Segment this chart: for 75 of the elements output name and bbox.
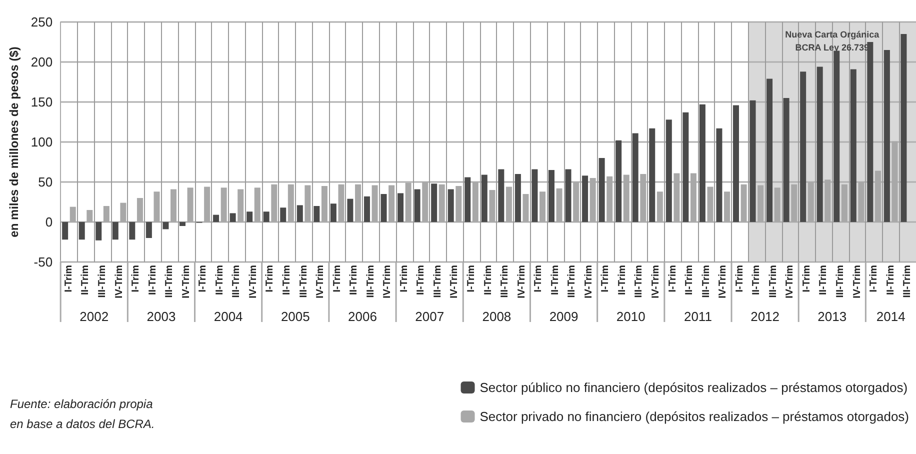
x-tick-label: III-Trim bbox=[97, 264, 108, 298]
y-tick-label: 250 bbox=[30, 14, 53, 30]
x-tick-label: IV-Trim bbox=[180, 264, 192, 298]
y-axis-title: en miles de millones de pesos ($) bbox=[7, 46, 21, 238]
x-tick-label: I-Trim bbox=[600, 264, 612, 292]
x-tick-label: III-Trim bbox=[164, 264, 176, 298]
x-tick-label: II-Trim bbox=[616, 264, 628, 296]
x-tick-label: IV-Trim bbox=[718, 264, 729, 298]
x-tick-label: I-Trim bbox=[398, 264, 410, 292]
y-tick-label: 0 bbox=[45, 214, 53, 230]
text: 2011 bbox=[684, 309, 712, 324]
x-tick-label: I-Trim bbox=[868, 264, 880, 292]
x-tick-label: IV-Trim bbox=[248, 264, 259, 298]
text: 2002 bbox=[80, 309, 109, 324]
x-tick-label: III-Trim bbox=[500, 264, 511, 298]
text: 2010 bbox=[616, 309, 646, 324]
x-tick-label: II-Trim bbox=[684, 264, 696, 296]
text: 2004 bbox=[214, 309, 243, 324]
x-tick-label: IV-Trim bbox=[382, 264, 394, 298]
y-tick-label: -50 bbox=[34, 254, 53, 270]
x-tick-label: I-Trim bbox=[198, 264, 209, 292]
x-tick-label: I-Trim bbox=[63, 264, 74, 292]
x-tick-label: III-Trim bbox=[768, 264, 779, 298]
x-tick-label: I-Trim bbox=[801, 264, 812, 292]
x-tick-label: III-Trim bbox=[634, 264, 645, 298]
x-tick-label: II-Trim bbox=[80, 264, 92, 296]
x-tick-label: III-Trim bbox=[365, 264, 376, 298]
x-tick-label: I-Trim bbox=[734, 264, 746, 292]
x-tick-label: II-Trim bbox=[282, 264, 293, 296]
text: 2009 bbox=[549, 309, 578, 324]
x-tick-label: II-Trim bbox=[550, 264, 561, 296]
x-tick-label: II-Trim bbox=[818, 264, 830, 296]
text: 2008 bbox=[482, 309, 512, 324]
x-tick-label: I-Trim bbox=[264, 264, 276, 292]
x-tick-label: IV-Trim bbox=[315, 264, 326, 298]
x-tick-label: II-Trim bbox=[147, 264, 158, 296]
x-tick-label: IV-Trim bbox=[114, 264, 125, 298]
x-tick-label: I-Trim bbox=[466, 264, 478, 292]
text: 2014 bbox=[876, 309, 906, 324]
x-tick-label: IV-Trim bbox=[449, 264, 460, 298]
x-tick-label: III-Trim bbox=[432, 264, 444, 298]
x-tick-label: I-Trim bbox=[533, 264, 544, 292]
legend-label: Sector privado no financiero (depósitos realizados – préstamos otorgados) bbox=[480, 409, 910, 424]
x-tick-label: II-Trim bbox=[751, 264, 762, 296]
y-tick-label: 100 bbox=[30, 134, 53, 150]
text: 2005 bbox=[280, 309, 310, 324]
x-tick-label: IV-Trim bbox=[516, 264, 528, 298]
source-note: Fuente: elaboración propia en base a datos del BCRA. bbox=[10, 397, 155, 431]
text: 2003 bbox=[146, 309, 176, 324]
x-tick-label: II-Trim bbox=[348, 264, 360, 296]
y-tick-label: 200 bbox=[30, 54, 53, 70]
x-tick-label: III-Trim bbox=[835, 264, 846, 298]
x-tick-label: I-Trim bbox=[130, 264, 142, 292]
x-tick-label: IV-Trim bbox=[784, 264, 796, 298]
x-tick-label: I-Trim bbox=[332, 264, 343, 292]
x-tick-label: II-Trim bbox=[416, 264, 427, 296]
text: 2006 bbox=[348, 309, 377, 324]
x-tick-label: IV-Trim bbox=[650, 264, 662, 298]
x-tick-label: III-Trim bbox=[700, 264, 712, 298]
x-tick-label: II-Trim bbox=[214, 264, 226, 296]
text: 2007 bbox=[415, 309, 444, 324]
x-tick-label: I-Trim bbox=[667, 264, 678, 292]
y-tick-label: 150 bbox=[30, 94, 53, 110]
x-tick-label: II-Trim bbox=[482, 264, 494, 296]
x-tick-label: III-Trim bbox=[902, 264, 914, 298]
x-tick-label: III-Trim bbox=[298, 264, 310, 298]
x-tick-label: IV-Trim bbox=[852, 264, 863, 298]
x-tick-label: III-Trim bbox=[231, 264, 242, 298]
legend-label: Sector público no financiero (depósitos realizados – préstamos otorgados) bbox=[480, 380, 908, 395]
x-tick-label: II-Trim bbox=[885, 264, 896, 296]
text: 2013 bbox=[818, 309, 847, 324]
x-tick-label: IV-Trim bbox=[583, 264, 594, 298]
y-tick-label: 50 bbox=[38, 174, 53, 190]
text: 2012 bbox=[750, 309, 780, 324]
x-tick-label: III-Trim bbox=[566, 264, 578, 298]
